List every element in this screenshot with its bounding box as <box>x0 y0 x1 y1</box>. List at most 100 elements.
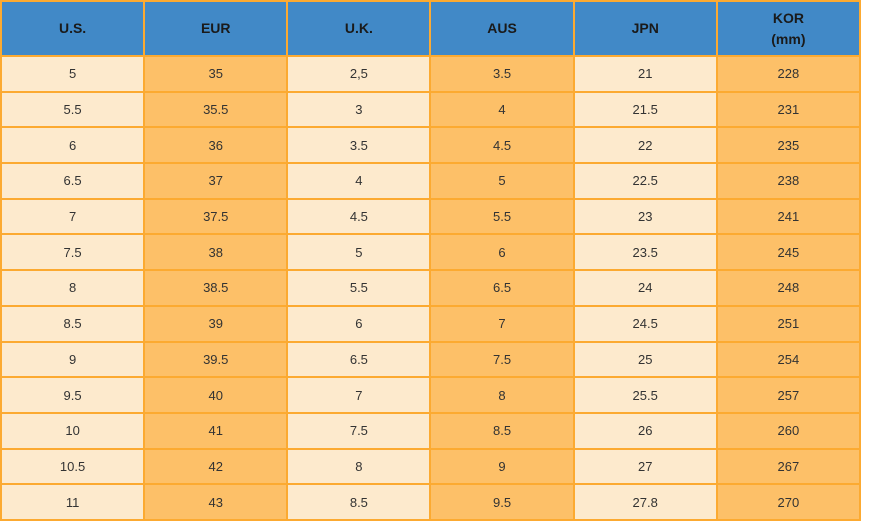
column-header-label: U.S. <box>58 20 87 36</box>
column-header-label: KOR <box>772 9 804 26</box>
table-cell: 6.5 <box>429 269 575 307</box>
table-cell: 267 <box>715 447 862 486</box>
table-cell: 36 <box>143 126 289 165</box>
table-cell: 260 <box>715 411 862 450</box>
table-cell: 10.5 <box>0 447 146 486</box>
table-cell: 6.5 <box>286 340 432 379</box>
column-header-label: AUS <box>487 20 517 36</box>
table-cell: 5 <box>286 233 432 272</box>
column-header-jpn: JPN <box>572 0 718 57</box>
table-cell: 38.5 <box>143 269 289 307</box>
table-cell: 228 <box>715 55 862 93</box>
table-row: 8 38.5 5.5 6.5 24 248 <box>0 269 862 307</box>
table-cell: 35.5 <box>143 90 289 129</box>
table-cell: 241 <box>715 197 862 236</box>
table-cell: 6 <box>429 233 575 272</box>
table-cell: 25.5 <box>572 376 718 414</box>
table-header: U.S. EUR U.K. AUS JPN KOR (mm) <box>0 0 862 57</box>
table-cell: 43 <box>143 483 289 521</box>
table-body: 5 35 2,5 3.5 21 228 5.5 35.5 3 4 21.5 231 6 36 3.5 4.5 2… <box>0 55 862 521</box>
table-row: 11 43 8.5 9.5 27.8 270 <box>0 483 862 521</box>
table-row: 7.5 38 5 6 23.5 245 <box>0 233 862 272</box>
table-cell: 8.5 <box>286 483 432 521</box>
table-cell: 41 <box>143 411 289 450</box>
table-cell: 37.5 <box>143 197 289 236</box>
table-cell: 8.5 <box>429 411 575 450</box>
table-cell: 4.5 <box>429 126 575 165</box>
table-cell: 7.5 <box>0 233 146 272</box>
table-cell: 5.5 <box>429 197 575 236</box>
table-cell: 40 <box>143 376 289 414</box>
table-cell: 3.5 <box>429 55 575 93</box>
table-cell: 3.5 <box>286 126 432 165</box>
table-cell: 270 <box>715 483 862 521</box>
table-cell: 7.5 <box>429 340 575 379</box>
table-cell: 9 <box>429 447 575 486</box>
table-cell: 248 <box>715 269 862 307</box>
table-cell: 42 <box>143 447 289 486</box>
table-cell: 27 <box>572 447 718 486</box>
table-cell: 27.8 <box>572 483 718 521</box>
table-cell: 6.5 <box>0 162 146 200</box>
table-cell: 39.5 <box>143 340 289 379</box>
column-header-sublabel: (mm) <box>771 30 806 47</box>
table-row: 5.5 35.5 3 4 21.5 231 <box>0 90 862 129</box>
table-cell: 23.5 <box>572 233 718 272</box>
table-cell: 5 <box>0 55 146 93</box>
table-cell: 257 <box>715 376 862 414</box>
table-cell: 251 <box>715 304 862 343</box>
column-header-label: U.K. <box>344 20 373 36</box>
table-cell: 24 <box>572 269 718 307</box>
table-cell: 254 <box>715 340 862 379</box>
column-header-label: JPN <box>631 20 659 36</box>
table-cell: 21.5 <box>572 90 718 129</box>
table-cell: 9.5 <box>429 483 575 521</box>
table-row: 6 36 3.5 4.5 22 235 <box>0 126 862 165</box>
table-row: 9 39.5 6.5 7.5 25 254 <box>0 340 862 379</box>
table-row: 10.5 42 8 9 27 267 <box>0 447 862 486</box>
table-cell: 235 <box>715 126 862 165</box>
table-row: 7 37.5 4.5 5.5 23 241 <box>0 197 862 236</box>
table-cell: 8.5 <box>0 304 146 343</box>
table-cell: 245 <box>715 233 862 272</box>
table-cell: 2,5 <box>286 55 432 93</box>
table-cell: 4 <box>429 90 575 129</box>
table-cell: 4 <box>286 162 432 200</box>
table-cell: 5.5 <box>0 90 146 129</box>
table-cell: 22 <box>572 126 718 165</box>
table-cell: 3 <box>286 90 432 129</box>
table-cell: 238 <box>715 162 862 200</box>
table-cell: 21 <box>572 55 718 93</box>
table-cell: 10 <box>0 411 146 450</box>
table-cell: 5 <box>429 162 575 200</box>
table-cell: 6 <box>286 304 432 343</box>
table-cell: 6 <box>0 126 146 165</box>
table-cell: 7 <box>286 376 432 414</box>
table-cell: 8 <box>0 269 146 307</box>
table-cell: 39 <box>143 304 289 343</box>
table-cell: 26 <box>572 411 718 450</box>
table-cell: 35 <box>143 55 289 93</box>
table-cell: 9 <box>0 340 146 379</box>
table-cell: 11 <box>0 483 146 521</box>
header-row: U.S. EUR U.K. AUS JPN KOR (mm) <box>0 0 862 57</box>
column-header-us: U.S. <box>0 0 146 57</box>
table-cell: 231 <box>715 90 862 129</box>
table-row: 6.5 37 4 5 22.5 238 <box>0 162 862 200</box>
column-header-kor: KOR (mm) <box>715 0 862 57</box>
column-header-label: EUR <box>200 20 231 36</box>
table-cell: 23 <box>572 197 718 236</box>
table-cell: 5.5 <box>286 269 432 307</box>
table-cell: 7.5 <box>286 411 432 450</box>
table-row: 10 41 7.5 8.5 26 260 <box>0 411 862 450</box>
column-header-eur: EUR <box>143 0 289 57</box>
table-cell: 37 <box>143 162 289 200</box>
table-cell: 38 <box>143 233 289 272</box>
table-row: 8.5 39 6 7 24.5 251 <box>0 304 862 343</box>
table-row: 9.5 40 7 8 25.5 257 <box>0 376 862 414</box>
column-header-aus: AUS <box>429 0 575 57</box>
table-cell: 25 <box>572 340 718 379</box>
table-cell: 8 <box>429 376 575 414</box>
column-header-uk: U.K. <box>286 0 432 57</box>
